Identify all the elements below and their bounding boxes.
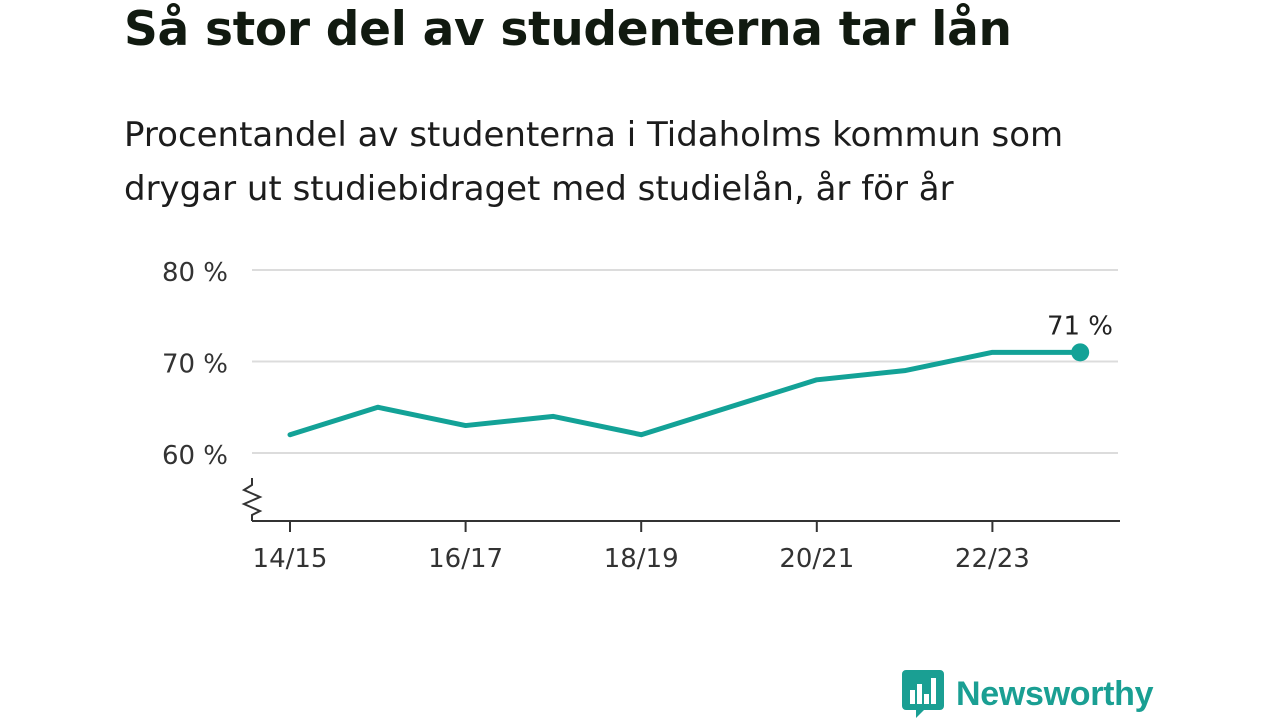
- y-axis-ticks: 80 % 70 % 60 %: [162, 258, 228, 471]
- y-tick-label: 70 %: [162, 350, 228, 380]
- chart-subtitle: Procentandel av studenterna i Tidaholms …: [124, 115, 1064, 209]
- grid-lines: [252, 269, 1118, 454]
- brand-name: Newsworthy: [956, 674, 1154, 713]
- last-point-marker: [1071, 343, 1090, 362]
- x-tick-label: 20/21: [779, 544, 854, 574]
- x-tick-label: 22/23: [955, 544, 1030, 574]
- last-value-label: 71 %: [1047, 311, 1113, 341]
- series-group: 71 %: [287, 311, 1113, 438]
- y-tick-label: 60 %: [162, 441, 228, 471]
- series-line: [287, 349, 1083, 438]
- x-axis: 14/15 16/17 18/19 20/21 22/23: [241, 478, 1120, 574]
- newsworthy-logo: Newsworthy: [902, 670, 1154, 718]
- x-tick-label: 14/15: [253, 544, 328, 574]
- y-tick-label: 80 %: [162, 258, 228, 288]
- bar-chart-speech-bubble-icon: [902, 670, 944, 718]
- x-tick-label: 18/19: [604, 544, 679, 574]
- x-tick-label: 16/17: [428, 544, 503, 574]
- chart-title: Så stor del av studenterna tar lån: [124, 2, 1012, 57]
- axis-break-mark: [241, 478, 263, 521]
